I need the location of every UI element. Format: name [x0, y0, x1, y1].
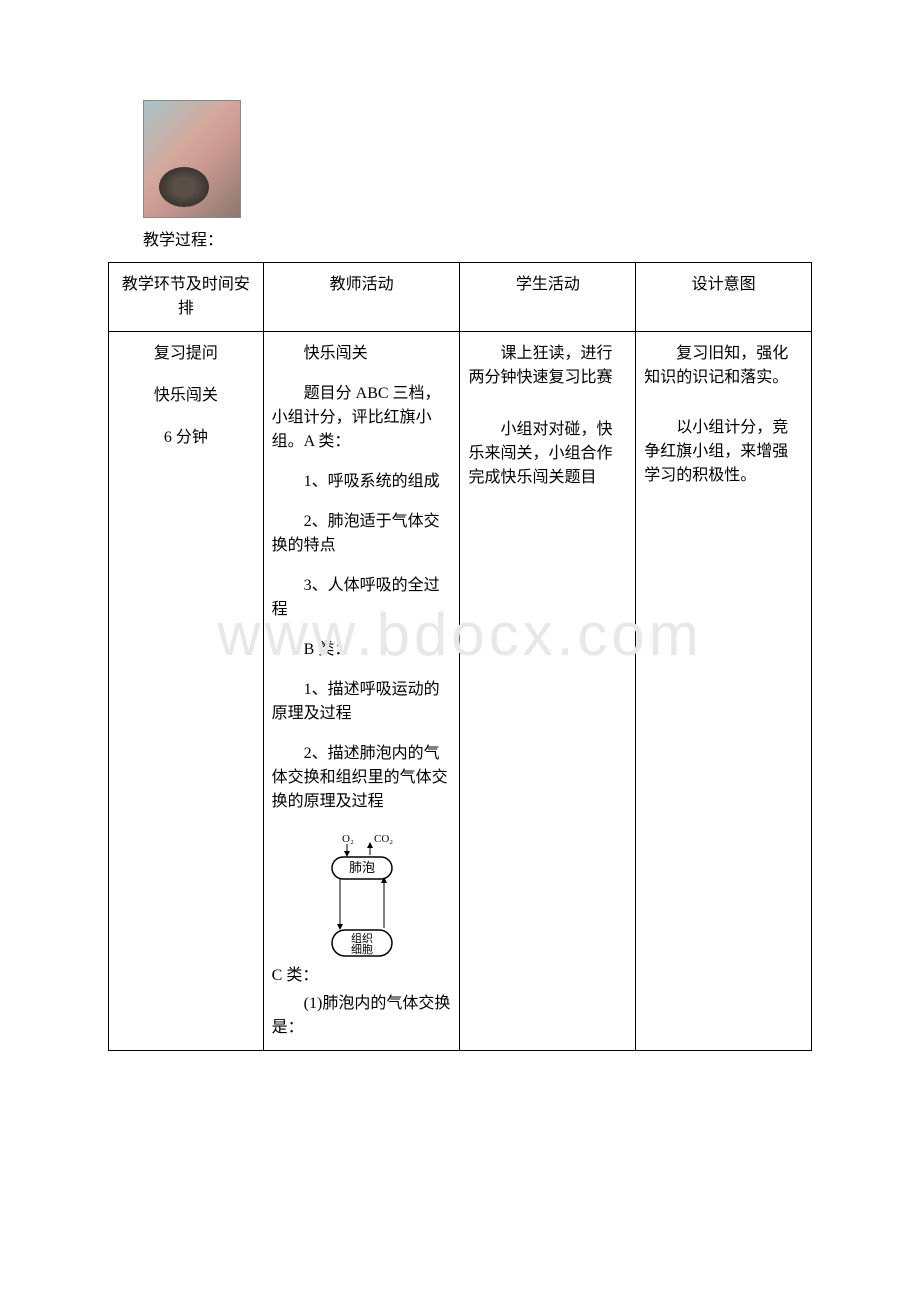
stage-line3: 6 分钟	[117, 426, 255, 450]
stage-line2: 快乐闯关	[117, 384, 255, 408]
teacher-p1: 快乐闯关	[272, 342, 452, 366]
teacher-p2: 题目分 ABC 三档，小组计分，评比红旗小组。A 类：	[272, 382, 452, 454]
stage-line1: 复习提问	[117, 342, 255, 366]
cell-design-intent: 复习旧知，强化知识的识记和落实。 以小组计分，竞争红旗小组，来增强学习的积极性。	[636, 332, 812, 1051]
student-p2: 小组对对碰，快乐来闯关，小组合作完成快乐闯关题目	[468, 418, 627, 490]
top-photo	[143, 100, 241, 218]
header-col4-text: 设计意图	[692, 276, 756, 293]
table-row: 复习提问 快乐闯关 6 分钟 快乐闯关 题目分 ABC 三档，小组计分，评比红旗…	[109, 332, 812, 1051]
intent-p1: 复习旧知，强化知识的识记和落实。	[644, 342, 803, 390]
co2-label: CO₂	[374, 833, 393, 845]
left-arrow-head	[337, 924, 343, 930]
teacher-p7: 1、描述呼吸运动的原理及过程	[272, 678, 452, 726]
teacher-p9: C 类：	[272, 964, 452, 988]
lesson-plan-table: 教学环节及时间安排 教师活动 学生活动 设计意图 复习提问 快乐闯关 6 分钟	[108, 262, 812, 1051]
header-col2: 教师活动	[263, 263, 460, 332]
header-col1-text: 教学环节及时间安排	[122, 276, 250, 317]
teacher-p6: B 类：	[272, 638, 452, 662]
teacher-p4: 2、肺泡适于气体交换的特点	[272, 510, 452, 558]
tissue-label-1: 组织	[351, 931, 373, 945]
cell-teacher-activity: 快乐闯关 题目分 ABC 三档，小组计分，评比红旗小组。A 类： 1、呼吸系统的…	[263, 332, 460, 1051]
gas-exchange-diagram: O₂ CO₂ 肺泡 组织 细胞	[312, 830, 412, 960]
teacher-p8: 2、描述肺泡内的气体交换和组织里的气体交换的原理及过程	[272, 742, 452, 814]
intro-label: 教学过程：	[143, 226, 812, 250]
cell-stage: 复习提问 快乐闯关 6 分钟	[109, 332, 264, 1051]
page-container: 教学过程： 教学环节及时间安排 教师活动 学生活动 设计意图 复习提问 快乐闯关…	[0, 0, 920, 1111]
tissue-label-2: 细胞	[351, 943, 373, 956]
o2-arrow-head	[344, 851, 350, 857]
header-col4: 设计意图	[636, 263, 812, 332]
intent-p2: 以小组计分，竞争红旗小组，来增强学习的积极性。	[644, 416, 803, 488]
teacher-p10: (1)肺泡内的气体交换是：	[272, 992, 452, 1040]
table-header-row: 教学环节及时间安排 教师活动 学生活动 设计意图	[109, 263, 812, 332]
o2-label: O₂	[342, 833, 354, 845]
header-col3-text: 学生活动	[516, 276, 580, 293]
lung-label: 肺泡	[349, 860, 375, 875]
header-col3: 学生活动	[460, 263, 636, 332]
header-col2-text: 教师活动	[330, 276, 394, 293]
header-col1: 教学环节及时间安排	[109, 263, 264, 332]
co2-arrow-head	[367, 842, 373, 848]
teacher-p5: 3、人体呼吸的全过程	[272, 574, 452, 622]
student-p1: 课上狂读，进行两分钟快速复习比赛	[468, 342, 627, 390]
teacher-p3: 1、呼吸系统的组成	[272, 470, 452, 494]
cell-student-activity: 课上狂读，进行两分钟快速复习比赛 小组对对碰，快乐来闯关，小组合作完成快乐闯关题…	[460, 332, 636, 1051]
